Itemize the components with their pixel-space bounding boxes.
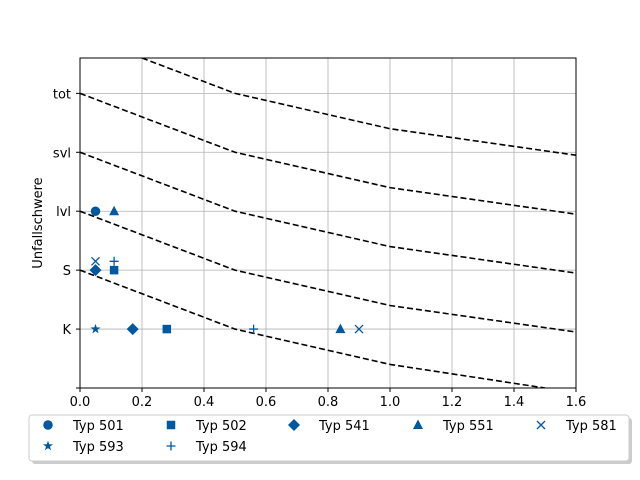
legend-label: Typ 593 xyxy=(72,440,124,455)
x-tick-label: 0.0 xyxy=(70,395,91,410)
data-point xyxy=(109,265,119,275)
data-point xyxy=(162,324,172,334)
y-axis-label: Unfallschwere xyxy=(31,177,46,268)
data-point xyxy=(109,205,120,216)
y-tick-label: tot xyxy=(53,87,71,102)
data-points xyxy=(89,205,364,336)
data-point xyxy=(335,323,346,334)
legend-label: Typ 501 xyxy=(72,419,124,434)
reference-line xyxy=(141,58,576,157)
data-point xyxy=(126,323,139,336)
y-tick-label: S xyxy=(63,264,71,279)
x-tick-label: 0.2 xyxy=(132,395,153,410)
reference-lines xyxy=(80,58,576,388)
y-tick-label: svl xyxy=(53,146,71,161)
data-point xyxy=(90,323,101,334)
legend-label: Typ 581 xyxy=(565,419,617,434)
reference-line xyxy=(80,92,576,215)
x-tick-label: 1.6 xyxy=(566,395,587,410)
x-tick-label: 0.4 xyxy=(194,395,215,410)
reference-line xyxy=(80,269,546,388)
data-point xyxy=(166,420,176,430)
x-tick-label: 1.2 xyxy=(442,395,463,410)
y-tick-label: lvl xyxy=(56,205,71,220)
legend-label: Typ 551 xyxy=(442,419,494,434)
y-tick-label: K xyxy=(62,323,71,338)
data-point xyxy=(109,256,119,266)
x-tick-label: 0.6 xyxy=(256,395,277,410)
data-point xyxy=(249,324,259,334)
data-point xyxy=(43,440,53,451)
legend-label: Typ 541 xyxy=(318,419,370,434)
data-point xyxy=(43,420,53,430)
x-tick-label: 1.0 xyxy=(380,395,401,410)
reference-line xyxy=(80,151,576,274)
data-point xyxy=(354,324,364,334)
x-tick-label: 0.8 xyxy=(318,395,339,410)
data-point xyxy=(536,420,546,430)
data-point xyxy=(91,256,100,266)
legend-label: Typ 502 xyxy=(195,419,247,434)
data-point xyxy=(89,264,102,277)
data-point xyxy=(288,419,300,431)
x-tick-label: 1.4 xyxy=(504,395,525,410)
legend-label: Typ 594 xyxy=(195,440,247,455)
data-point xyxy=(166,441,176,451)
x-axis: 0.0 0.2 0.4 0.6 0.8 1.0 1.2 1.4 1.6 xyxy=(70,388,587,410)
legend: Typ 501 Typ 502 Typ 541 Typ 551 Typ 581 Typ 5… xyxy=(28,414,632,464)
data-point xyxy=(413,419,423,429)
grid-lines xyxy=(79,58,577,389)
data-point xyxy=(90,206,101,216)
reference-line xyxy=(80,210,576,333)
legend-box xyxy=(28,414,630,462)
